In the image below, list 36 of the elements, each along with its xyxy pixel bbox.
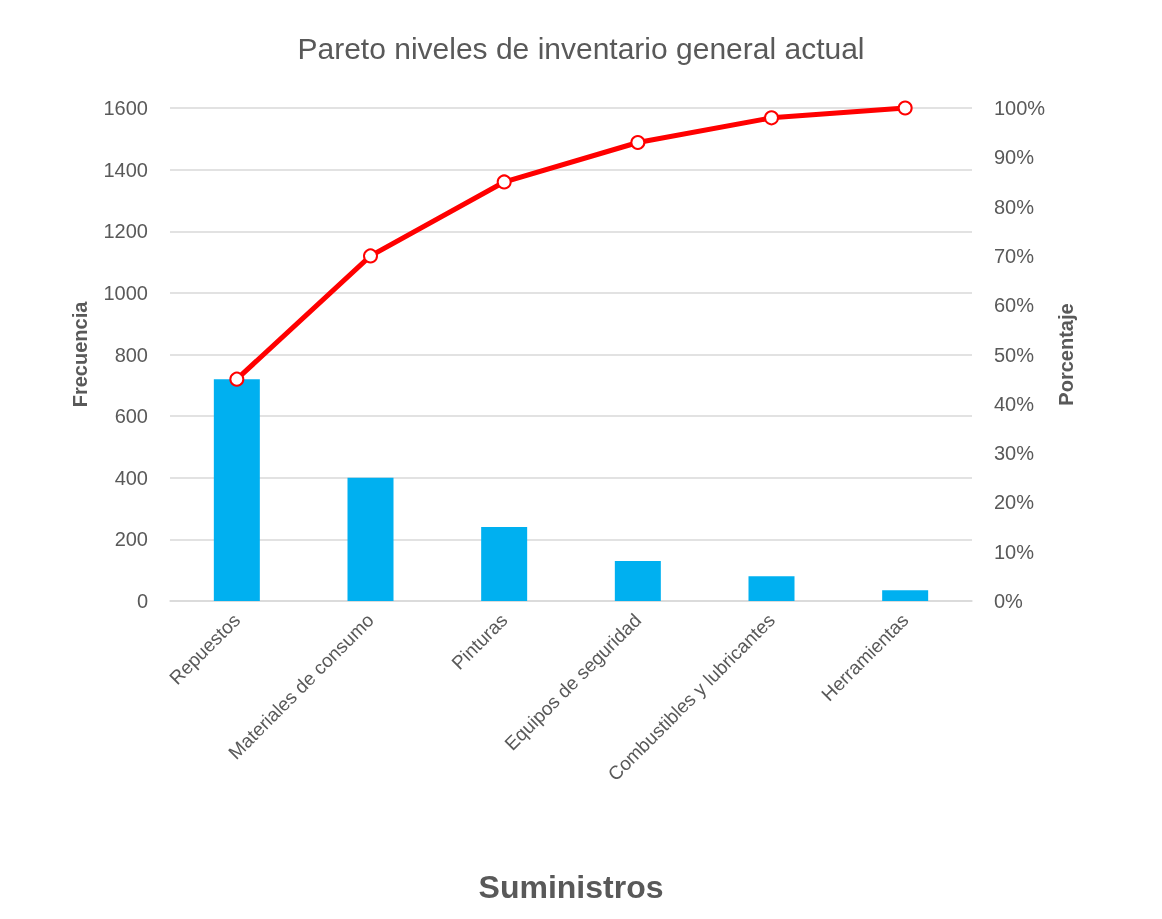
chart-title: Pareto niveles de inventario general actual xyxy=(297,31,865,65)
y2-tick-label: 60% xyxy=(994,294,1035,317)
y2-axis-title: Porcentaje xyxy=(1055,303,1078,406)
bar xyxy=(347,477,394,601)
y2-tick-label: 100% xyxy=(994,97,1046,119)
point xyxy=(764,110,779,126)
bar xyxy=(882,590,929,601)
bar xyxy=(748,576,795,601)
y2-tick-label: 80% xyxy=(994,195,1035,218)
y-axis-title: Frecuencia xyxy=(69,300,91,408)
point xyxy=(630,135,646,151)
y2-tick-label: 20% xyxy=(994,491,1035,514)
y2-tick-label: 40% xyxy=(994,392,1035,415)
y-tick-label: 1400 xyxy=(103,158,148,181)
y-tick-label: 800 xyxy=(114,343,148,366)
y2-tick-label: 70% xyxy=(994,244,1035,267)
y-tick-label: 1000 xyxy=(103,281,148,304)
bar xyxy=(614,560,661,601)
bar xyxy=(213,379,260,601)
y-tick-label: 600 xyxy=(114,405,148,428)
x-axis-title: Suministros xyxy=(478,869,664,905)
y-tick-label: 1200 xyxy=(103,220,148,243)
y2-tick-label: 30% xyxy=(994,442,1035,465)
y-tick-label: 400 xyxy=(114,466,148,489)
y2-tick-label: 10% xyxy=(994,540,1035,563)
y-tick-label: 0 xyxy=(136,590,148,612)
point xyxy=(897,100,913,116)
y2-tick-label: 50% xyxy=(994,343,1035,366)
point xyxy=(363,248,378,264)
y-tick-label: 200 xyxy=(114,528,148,551)
y2-tick-label: 0% xyxy=(994,590,1024,612)
bar xyxy=(481,527,528,601)
y2-tick-label: 90% xyxy=(994,146,1035,169)
y-tick-label: 1600 xyxy=(103,97,148,119)
point xyxy=(229,371,245,387)
point xyxy=(496,174,512,190)
